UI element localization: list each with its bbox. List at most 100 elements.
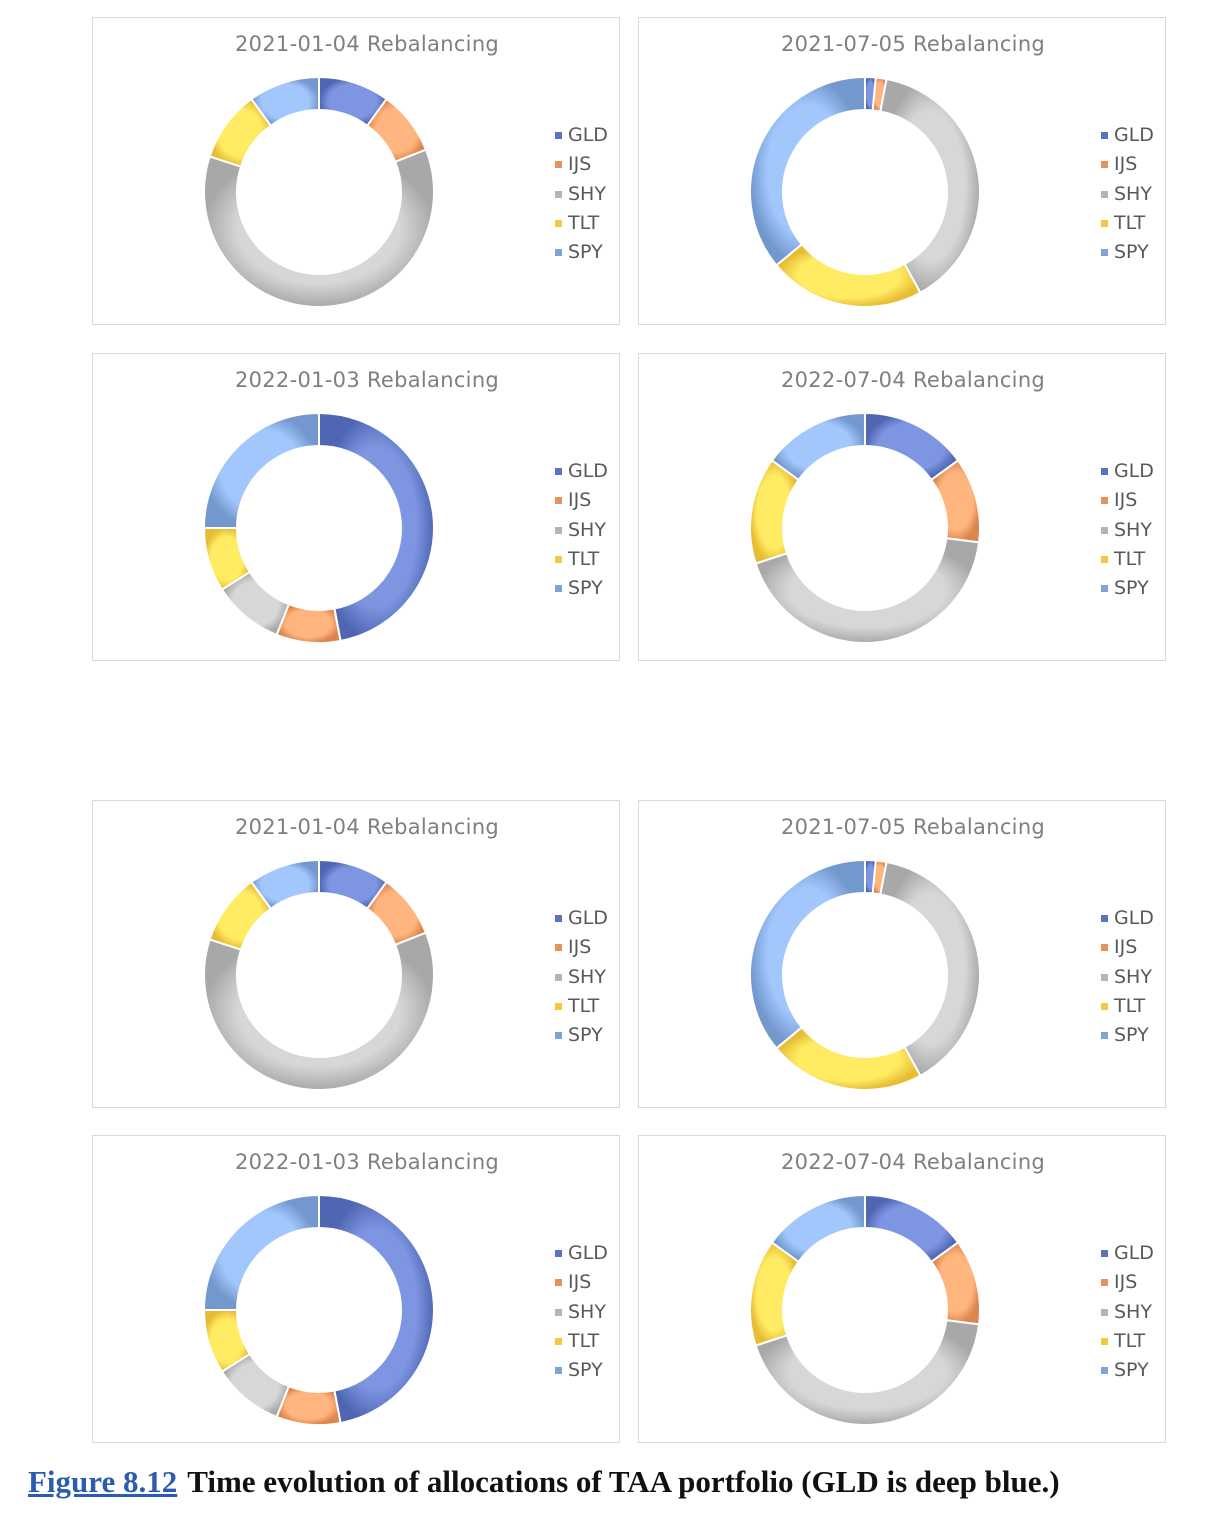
legend-swatch bbox=[1101, 497, 1108, 505]
legend-swatch bbox=[1101, 944, 1108, 952]
legend-label: SPY bbox=[1114, 241, 1149, 264]
legend-swatch bbox=[555, 1337, 562, 1345]
donut-chart bbox=[203, 75, 435, 308]
legend-swatch bbox=[1101, 1308, 1108, 1316]
legend-swatch bbox=[555, 1002, 562, 1010]
legend-label: SPY bbox=[568, 1359, 603, 1382]
donut-slice-shy bbox=[754, 537, 981, 644]
legend-label: IJS bbox=[568, 153, 592, 176]
legend-label: IJS bbox=[1114, 1271, 1138, 1294]
donut-slice-spy bbox=[770, 411, 866, 482]
legend-swatch bbox=[555, 1279, 562, 1287]
donut-slice-gld bbox=[318, 411, 435, 643]
legend-swatch bbox=[555, 973, 562, 981]
legend-label: GLD bbox=[568, 1242, 608, 1264]
legend-label: TLT bbox=[568, 547, 600, 570]
legend-swatch bbox=[1101, 1367, 1108, 1375]
donut-chart-panel: 2021-01-04 Rebalancing GLD IJS SHY TLT SPY bbox=[92, 800, 620, 1108]
donut-slice-shy bbox=[879, 77, 981, 295]
donut-chart bbox=[202, 1193, 435, 1426]
legend-swatch bbox=[555, 1250, 562, 1257]
chart-title: 2022-01-03 Rebalancing bbox=[234, 1150, 500, 1174]
legend-label: TLT bbox=[1114, 994, 1146, 1017]
donut-slice-shy bbox=[203, 148, 435, 308]
donut-slice-tlt bbox=[774, 1025, 922, 1091]
legend-label: IJS bbox=[1114, 153, 1138, 176]
legend-label: SHY bbox=[1114, 1300, 1152, 1323]
legend-label: TLT bbox=[568, 1329, 600, 1352]
legend-swatch bbox=[555, 1308, 562, 1316]
legend-swatch bbox=[555, 132, 562, 139]
legend-swatch bbox=[1101, 915, 1108, 922]
donut-chart-panel: 2022-07-04 Rebalancing GLD IJS SHY TLT SPY bbox=[638, 353, 1166, 661]
donut-chart bbox=[749, 411, 981, 644]
legend-label: IJS bbox=[568, 489, 592, 512]
figure-caption: Figure 8.12 Time evolution of allocations… bbox=[28, 1464, 1060, 1500]
legend-label: SHY bbox=[568, 182, 606, 205]
figure-link[interactable]: Figure 8.12 bbox=[28, 1464, 178, 1499]
chart-title: 2022-07-04 Rebalancing bbox=[780, 368, 1046, 392]
donut-slice-spy bbox=[202, 411, 320, 529]
legend-label: GLD bbox=[1114, 907, 1154, 929]
legend-label: SHY bbox=[568, 518, 606, 541]
donut-chart-panel: 2021-07-05 Rebalancing GLD IJS SHY TLT SPY bbox=[638, 800, 1166, 1108]
donut-chart-panel: 2021-01-04 Rebalancing GLD IJS SHY TLT SPY bbox=[92, 17, 620, 325]
legend-swatch bbox=[555, 944, 562, 952]
legend-swatch bbox=[1101, 1279, 1108, 1287]
legend-swatch bbox=[555, 915, 562, 922]
legend-label: IJS bbox=[568, 936, 592, 959]
legend-swatch bbox=[1101, 526, 1108, 534]
legend-swatch bbox=[1101, 1337, 1108, 1345]
legend-swatch bbox=[555, 190, 562, 198]
legend-swatch bbox=[1101, 161, 1108, 169]
legend-label: SHY bbox=[1114, 518, 1152, 541]
donut-chart-panel: 2022-01-03 Rebalancing GLD IJS SHY TLT SPY bbox=[92, 353, 620, 661]
legend-label: SPY bbox=[568, 1024, 603, 1047]
legend-swatch bbox=[555, 249, 562, 257]
legend-swatch bbox=[1101, 1002, 1108, 1010]
legend-swatch bbox=[1101, 190, 1108, 198]
legend-swatch bbox=[555, 497, 562, 505]
legend-swatch bbox=[1101, 219, 1108, 227]
donut-slice-shy bbox=[754, 1319, 981, 1426]
donut-slice-shy bbox=[879, 860, 981, 1078]
caption-text: Time evolution of allocations of TAA por… bbox=[187, 1464, 1060, 1499]
legend-swatch bbox=[555, 1367, 562, 1375]
legend-swatch bbox=[555, 526, 562, 534]
legend-swatch bbox=[1101, 1250, 1108, 1257]
legend-label: IJS bbox=[1114, 489, 1138, 512]
chart-title: 2022-07-04 Rebalancing bbox=[780, 1150, 1046, 1174]
donut-slice-tlt bbox=[749, 459, 801, 565]
donut-chart-panel: 2022-01-03 Rebalancing GLD IJS SHY TLT SPY bbox=[92, 1135, 620, 1443]
donut-slice-spy bbox=[250, 858, 320, 911]
legend-label: SHY bbox=[568, 1300, 606, 1323]
legend-label: GLD bbox=[568, 907, 608, 929]
legend-swatch bbox=[555, 555, 562, 563]
chart-title: 2021-07-05 Rebalancing bbox=[780, 32, 1046, 56]
legend-label: TLT bbox=[568, 994, 600, 1017]
chart-title: 2021-01-04 Rebalancing bbox=[234, 815, 500, 839]
chart-title: 2021-01-04 Rebalancing bbox=[234, 32, 500, 56]
legend-swatch bbox=[1101, 973, 1108, 981]
chart-title: 2021-07-05 Rebalancing bbox=[780, 815, 1046, 839]
legend-label: SPY bbox=[568, 577, 603, 600]
donut-slice-tlt bbox=[774, 242, 922, 308]
legend-swatch bbox=[1101, 249, 1108, 257]
legend-swatch bbox=[1101, 555, 1108, 563]
legend-label: GLD bbox=[1114, 460, 1154, 482]
legend-label: TLT bbox=[1114, 1329, 1146, 1352]
legend-swatch bbox=[555, 219, 562, 227]
legend-swatch bbox=[555, 585, 562, 593]
donut-slice-spy bbox=[749, 75, 866, 267]
legend-swatch bbox=[555, 468, 562, 475]
donut-slice-spy bbox=[749, 858, 866, 1050]
legend-label: IJS bbox=[1114, 936, 1138, 959]
legend-swatch bbox=[1101, 132, 1108, 139]
legend-label: GLD bbox=[1114, 1242, 1154, 1264]
legend-swatch bbox=[1101, 585, 1108, 593]
donut-slice-tlt bbox=[749, 1241, 801, 1347]
donut-chart-panel: 2021-07-05 Rebalancing GLD IJS SHY TLT SPY bbox=[638, 17, 1166, 325]
legend-label: SHY bbox=[1114, 965, 1152, 988]
legend-label: TLT bbox=[1114, 547, 1146, 570]
legend-label: SPY bbox=[568, 241, 603, 264]
